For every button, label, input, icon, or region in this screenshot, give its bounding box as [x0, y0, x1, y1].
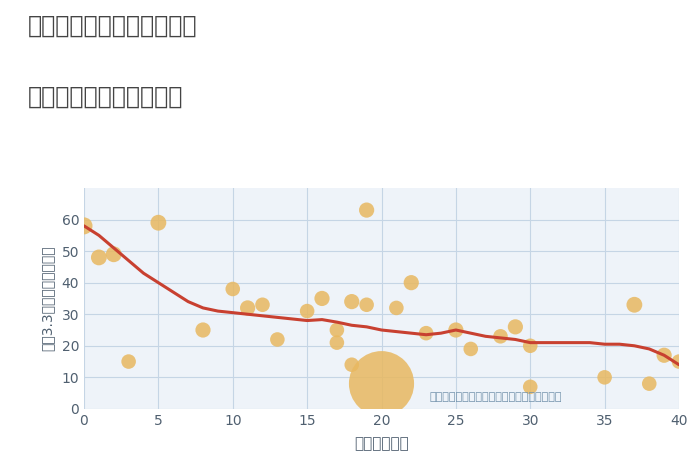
Point: [659, 352, 670, 359]
Point: [465, 345, 476, 352]
Point: [510, 323, 521, 330]
Text: 三重県松阪市南虹が丘町の: 三重県松阪市南虹が丘町の: [28, 14, 197, 38]
Point: [93, 254, 104, 261]
Point: [406, 279, 417, 286]
Point: [242, 304, 253, 312]
Point: [644, 380, 655, 387]
Point: [302, 307, 313, 315]
Point: [197, 326, 209, 334]
Point: [78, 222, 90, 230]
Text: 円の大きさは、取引のあった物件面積を示す: 円の大きさは、取引のあった物件面積を示す: [429, 392, 561, 402]
Point: [599, 374, 610, 381]
Point: [673, 358, 685, 365]
X-axis label: 築年数（年）: 築年数（年）: [354, 436, 409, 451]
Point: [316, 295, 328, 302]
Text: 築年数別中古戸建て価格: 築年数別中古戸建て価格: [28, 85, 183, 109]
Y-axis label: 坪（3.3㎡）単価（万円）: 坪（3.3㎡）単価（万円）: [41, 246, 55, 351]
Point: [421, 329, 432, 337]
Point: [361, 206, 372, 214]
Point: [391, 304, 402, 312]
Point: [257, 301, 268, 308]
Point: [346, 298, 357, 306]
Point: [153, 219, 164, 227]
Point: [495, 333, 506, 340]
Point: [123, 358, 134, 365]
Point: [331, 339, 342, 346]
Point: [525, 383, 536, 391]
Point: [525, 342, 536, 350]
Point: [346, 361, 357, 368]
Point: [108, 251, 119, 258]
Point: [272, 336, 283, 343]
Point: [227, 285, 238, 293]
Point: [376, 380, 387, 387]
Point: [361, 301, 372, 308]
Point: [629, 301, 640, 308]
Point: [331, 326, 342, 334]
Point: [450, 326, 461, 334]
